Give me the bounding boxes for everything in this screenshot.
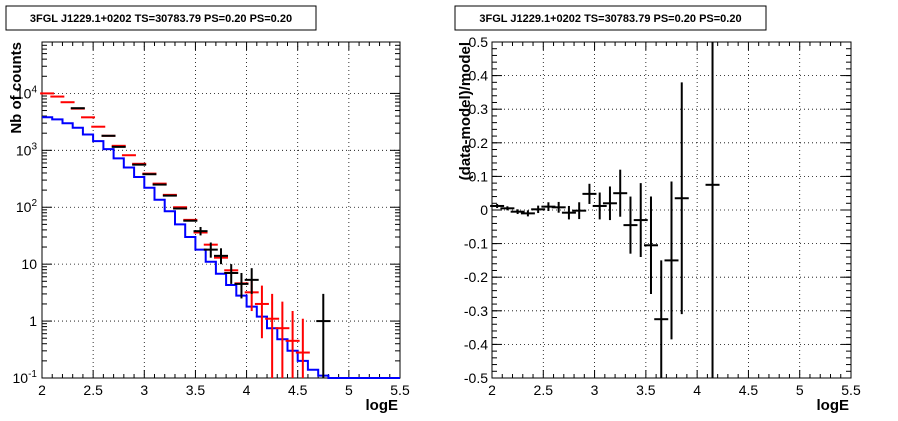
y-tick-label: -0.1	[464, 236, 488, 252]
x-tick-label: 4	[243, 382, 251, 398]
title-box	[5, 5, 317, 31]
x-tick-label: 5.5	[841, 382, 861, 398]
x-tick-label: 4.5	[739, 382, 759, 398]
y-tick-label: 103	[16, 141, 38, 158]
y-axis-label: (data-model)/model	[457, 42, 474, 180]
y-tick-label: -0.3	[464, 303, 488, 319]
x-tick-label: 5.5	[390, 382, 410, 398]
x-tick-label: 5	[345, 382, 353, 398]
x-tick-label: 3.5	[186, 382, 206, 398]
x-axis-label: logE	[817, 397, 850, 414]
x-axis-label: logE	[366, 397, 399, 414]
y-tick-label: 0	[480, 202, 488, 218]
residual-panel: 3FGL J1229.1+0202 TS=30783.79 PS=0.20 PS…	[454, 5, 861, 414]
spectrum-panel: 3FGL J1229.1+0202 TS=30783.79 PS=0.20 PS…	[5, 5, 410, 414]
x-tick-label: 2	[38, 382, 46, 398]
y-tick-label: 104	[16, 84, 38, 101]
title-box	[454, 5, 767, 31]
y-tick-label: 0.4	[469, 68, 489, 84]
model-histogram	[42, 116, 400, 379]
x-tick-label: 3	[140, 382, 148, 398]
x-tick-label: 3.5	[636, 382, 656, 398]
x-tick-label: 2.5	[83, 382, 103, 398]
y-tick-label: -0.5	[464, 370, 488, 386]
x-tick-label: 4	[693, 382, 701, 398]
x-tick-label: 5	[796, 382, 804, 398]
chart-title: 3FGL J1229.1+0202 TS=30783.79 PS=0.20 PS…	[479, 13, 741, 25]
x-tick-label: 4.5	[288, 382, 308, 398]
y-tick-label: 0.5	[469, 34, 489, 50]
y-axis-label: Nb of counts	[8, 42, 25, 134]
chart-title: 3FGL J1229.1+0202 TS=30783.79 PS=0.20 PS…	[30, 13, 292, 25]
y-tick-label: 0.2	[469, 135, 489, 151]
y-tick-label: 10	[21, 256, 37, 272]
y-tick-label: 102	[16, 198, 38, 215]
x-tick-label: 2	[488, 382, 496, 398]
y-tick-label: 0.1	[469, 168, 489, 184]
y-tick-label: -0.4	[464, 336, 488, 352]
x-tick-label: 2.5	[534, 382, 554, 398]
y-tick-label: -0.2	[464, 269, 488, 285]
y-tick-label: 1	[29, 313, 37, 329]
y-tick-label: 0.3	[469, 101, 489, 117]
x-tick-label: 3	[591, 382, 599, 398]
y-tick-label: 10-1	[13, 369, 38, 386]
plot-frame	[41, 41, 401, 379]
